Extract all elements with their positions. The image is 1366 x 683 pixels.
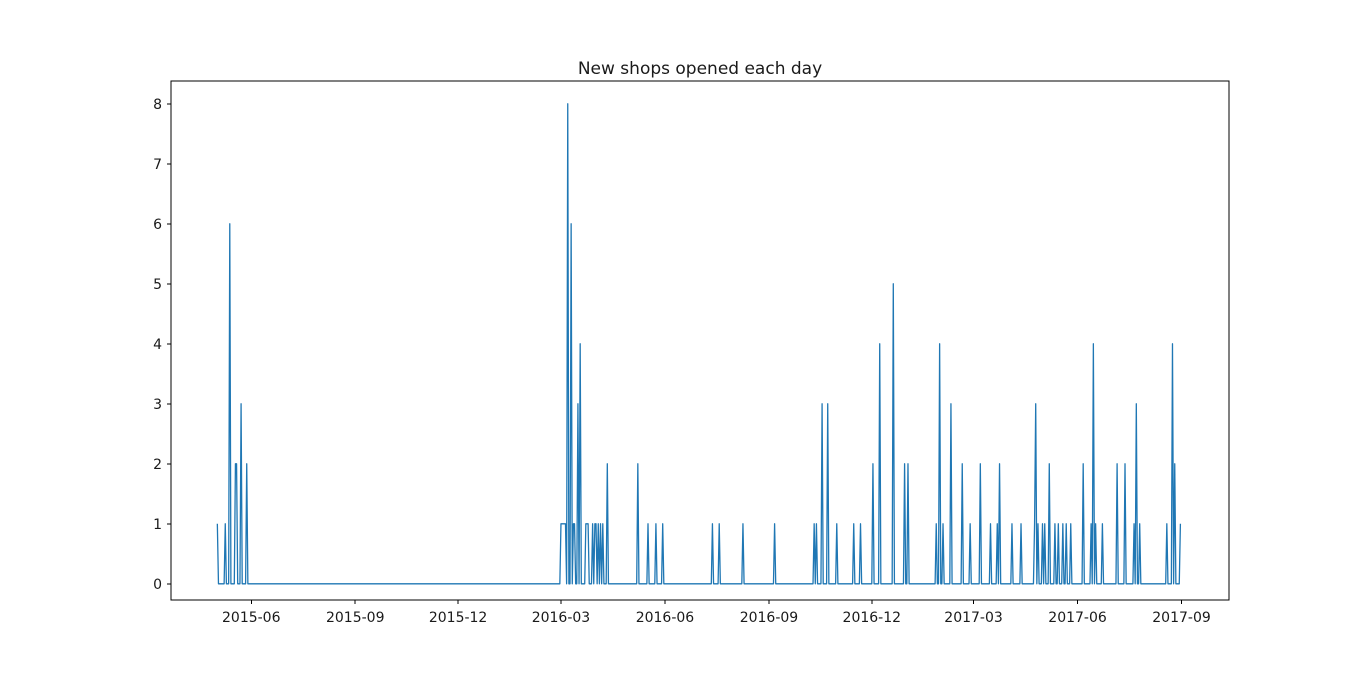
x-tick-label: 2015-09 — [326, 610, 385, 626]
y-tick-label: 8 — [153, 97, 162, 113]
y-tick-label: 4 — [153, 337, 162, 353]
y-tick-label: 6 — [153, 217, 162, 233]
axes-spines — [170, 80, 1230, 601]
chart-title: New shops opened each day — [578, 59, 822, 79]
y-tick-label: 0 — [153, 577, 162, 593]
x-tick-label: 2016-06 — [636, 610, 695, 626]
y-tick-label: 5 — [153, 277, 162, 293]
x-tick-label: 2017-03 — [944, 610, 1003, 626]
x-tick-label: 2017-06 — [1048, 610, 1107, 626]
x-tick-label: 2016-03 — [532, 610, 591, 626]
plot-area: 2015-06 2015-09 2015-12 2016-03 2016-06 2016-… — [153, 80, 1230, 626]
y-tick-label: 3 — [153, 397, 162, 413]
series-line — [216, 103, 1182, 585]
x-tick-label: 2015-12 — [429, 610, 488, 626]
x-tick-label: 2017-09 — [1152, 610, 1211, 626]
y-tick-label: 2 — [153, 457, 162, 473]
x-tick-label: 2016-09 — [740, 610, 799, 626]
y-tick-label: 1 — [153, 517, 162, 533]
y-tick-label: 7 — [153, 157, 162, 173]
x-tick-label: 2015-06 — [222, 610, 281, 626]
x-tick-label: 2016-12 — [843, 610, 902, 626]
